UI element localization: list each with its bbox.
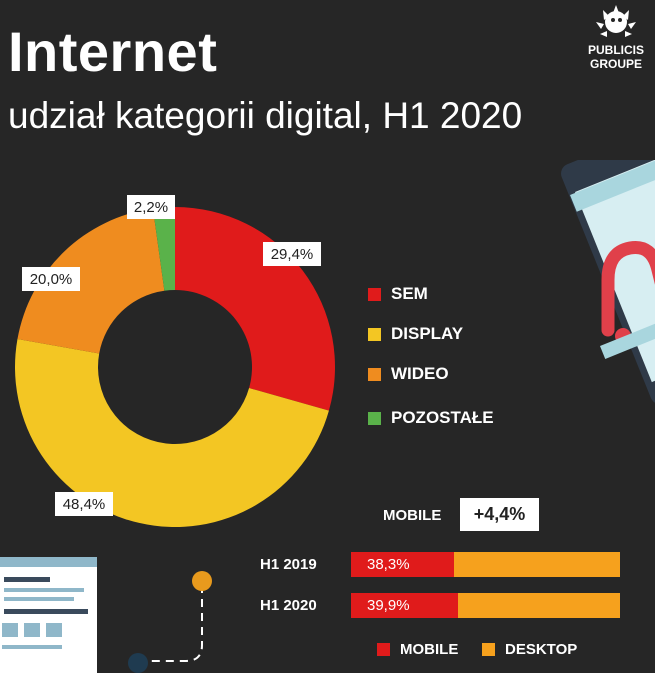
donut-value-label-box-display [55, 492, 113, 516]
donut-slice-pozostale [152, 207, 175, 291]
donut-value-label-box-sem [263, 242, 321, 266]
legend-swatch-desktop [482, 643, 495, 656]
bar-mobile-h1-2020 [351, 593, 459, 618]
legend-item-pozostale: POZOSTAŁE [368, 408, 494, 428]
mobile-change-label: MOBILE [383, 507, 442, 524]
stacked-bar-h1-2019: 38,3% [351, 552, 620, 577]
legend-label-pozostale: POZOSTAŁE [391, 408, 494, 427]
legend-label-desktop: DESKTOP [505, 641, 578, 658]
bar-label-mobile-h1-2019: 38,3% [367, 556, 410, 573]
page-subtitle: udział kategorii digital, H1 2020 [8, 95, 523, 136]
donut-slice-sem [175, 207, 335, 411]
donut-value-label-text-display: 48,4% [63, 496, 106, 513]
legend-swatch-sem [368, 287, 381, 301]
legend-label-sem: SEM [391, 284, 428, 303]
bar-category-h1-2020: H1 2020 [260, 597, 317, 614]
donut-chart: 29,4% 48,4% 20,0% 2,2% [14, 195, 335, 528]
logo-line-groupe: GROUPE [589, 57, 642, 71]
publicis-lion-logo-icon [596, 5, 636, 37]
legend-swatch-mobile [377, 643, 390, 656]
legend-label-display: DISPLAY [391, 324, 464, 343]
tablet-illustration [561, 160, 655, 405]
donut-value-label-pozostale: 2,2% [127, 195, 175, 219]
legend-swatch-display [368, 327, 381, 341]
bar-category-h1-2019: H1 2019 [260, 556, 317, 573]
stacked-bar-h1-2020: 39,9% [351, 593, 620, 618]
legend-label-mobile: MOBILE [400, 641, 459, 658]
donut-value-label-text-pozostale: 2,2% [134, 199, 168, 216]
donut-value-label-sem: 29,4% [263, 242, 321, 266]
legend-item-sem: SEM [368, 284, 428, 304]
donut-slice-display [14, 338, 329, 528]
legend-label-wideo: WIDEO [391, 364, 449, 383]
legend-item-display: DISPLAY [368, 324, 463, 344]
logo-line-publicis: PUBLICIS [587, 43, 644, 57]
donut-value-label-text-wideo: 20,0% [30, 271, 73, 288]
donut-value-label-text-sem: 29,4% [271, 246, 314, 263]
legend-item-desktop: DESKTOP [482, 641, 577, 658]
donut-value-label-display: 48,4% [55, 492, 113, 516]
legend-swatch-pozostale [368, 411, 381, 425]
donut-value-label-box-pozostale [127, 195, 175, 219]
page-title: Internet [8, 20, 218, 83]
mobile-change-badge: +4,4% [460, 498, 539, 531]
donut-value-label-wideo: 20,0% [22, 267, 80, 291]
publicis-logo-text: PUBLICIS GROUPE [577, 43, 655, 71]
donut-value-label-box-wideo [22, 267, 80, 291]
browser-window-illustration [0, 557, 97, 673]
bar-label-mobile-h1-2020: 39,9% [367, 597, 410, 614]
legend-swatch-wideo [368, 367, 381, 381]
donut-slice-wideo [17, 208, 165, 354]
dashed-path-decoration [128, 571, 212, 673]
legend-item-mobile: MOBILE [377, 641, 458, 658]
bar-mobile-h1-2019 [351, 552, 455, 577]
legend-item-wideo: WIDEO [368, 364, 449, 384]
